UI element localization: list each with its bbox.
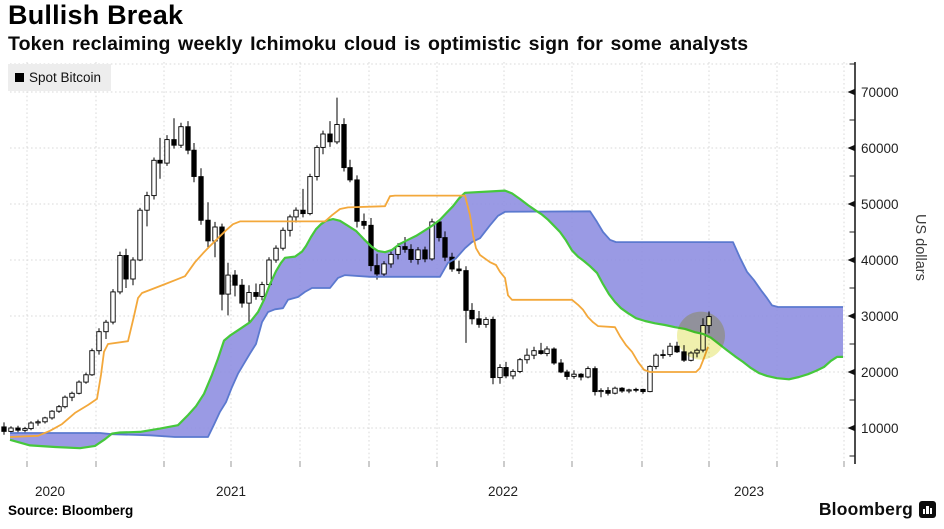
svg-text:20000: 20000 bbox=[861, 365, 899, 380]
bloomberg-logo-icon bbox=[919, 501, 936, 518]
y-axis-title-text: US dollars bbox=[912, 214, 928, 281]
svg-text:60000: 60000 bbox=[861, 141, 899, 156]
svg-text:40000: 40000 bbox=[861, 253, 899, 268]
legend: Spot Bitcoin bbox=[8, 64, 112, 91]
svg-text:30000: 30000 bbox=[861, 309, 899, 324]
svg-text:2020: 2020 bbox=[35, 484, 65, 499]
page-title: Bullish Break bbox=[8, 0, 184, 30]
legend-swatch-icon bbox=[15, 73, 24, 82]
svg-text:2023: 2023 bbox=[734, 484, 764, 499]
y-axis-title: US dollars bbox=[912, 214, 928, 338]
bloomberg-brand: Bloomberg bbox=[819, 499, 936, 520]
legend-label: Spot Bitcoin bbox=[29, 70, 102, 85]
svg-text:70000: 70000 bbox=[861, 85, 899, 100]
chart-subtitle: Token reclaiming weekly Ichimoku cloud i… bbox=[8, 33, 749, 55]
source-credit: Source: Bloomberg bbox=[8, 503, 134, 518]
svg-text:2022: 2022 bbox=[488, 484, 518, 499]
svg-text:10000: 10000 bbox=[861, 421, 899, 436]
svg-text:2021: 2021 bbox=[216, 484, 246, 499]
bloomberg-wordmark: Bloomberg bbox=[818, 499, 913, 519]
svg-text:50000: 50000 bbox=[861, 197, 899, 212]
